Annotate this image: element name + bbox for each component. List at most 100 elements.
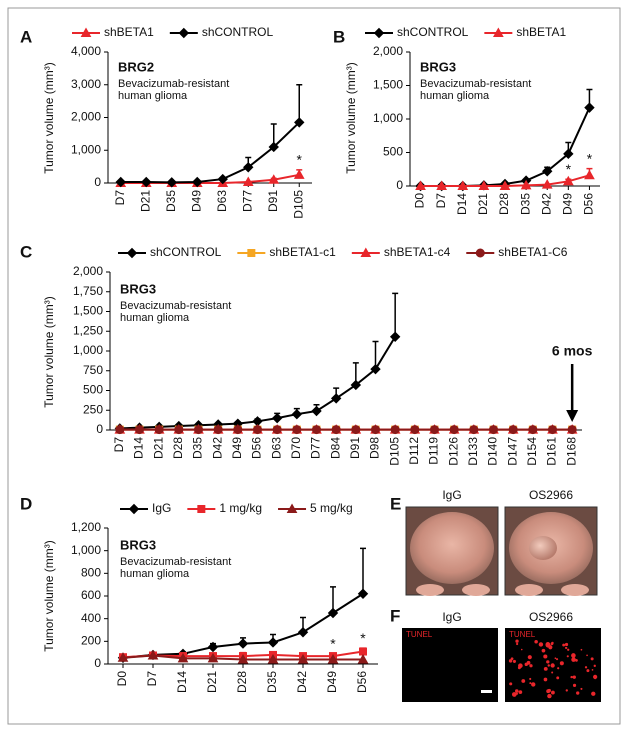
data-point: [584, 169, 595, 180]
tunel-dot: [570, 675, 573, 679]
tunel-dot: [543, 654, 548, 659]
tunel-dot: [586, 669, 590, 673]
data-point: [584, 102, 595, 113]
x-tick-label: D35: [164, 190, 178, 212]
error-bar: [392, 292, 399, 337]
legend-label: shCONTROL: [397, 25, 469, 39]
tunel-dot: [520, 648, 523, 651]
legend-label: 5 mg/kg: [310, 501, 353, 515]
x-tick-label: D147: [505, 437, 519, 466]
panel-letter: E: [390, 494, 401, 513]
y-tick-label: 1,200: [71, 520, 101, 534]
data-point: [271, 412, 283, 424]
y-tick-label: 1,000: [71, 543, 101, 557]
x-tick-label: D77: [240, 190, 254, 212]
y-tick-label: 2,000: [71, 110, 101, 124]
scale-bar: [481, 690, 492, 693]
data-point: [415, 180, 426, 190]
legend-label: shBETA1: [516, 25, 566, 39]
x-tick-label: D56: [250, 437, 264, 459]
legend-marker: [247, 249, 256, 257]
significance-mark: *: [587, 150, 593, 166]
x-tick-label: D7: [112, 437, 126, 453]
data-point: [410, 425, 420, 435]
legend-marker: [286, 503, 298, 513]
cell-line: BRG3: [420, 59, 456, 74]
x-tick-label: D91: [348, 437, 362, 459]
data-point: [389, 331, 401, 342]
x-tick-label: D42: [295, 671, 309, 693]
x-tick-label: D0: [413, 193, 427, 209]
data-point: [542, 166, 553, 177]
tunel-dot: [564, 646, 568, 650]
x-tick-label: D154: [525, 437, 539, 466]
data-point: [253, 425, 262, 435]
y-axis-label: Tumor volume (mm³): [42, 62, 56, 174]
x-tick-label: D35: [518, 193, 532, 215]
y-tick-label: 0: [96, 422, 103, 436]
data-point: [327, 653, 339, 664]
mouse-photo: [504, 506, 598, 596]
tunel-dot: [543, 666, 548, 671]
tunel-dot: [529, 677, 532, 681]
significance-mark: *: [297, 152, 303, 168]
data-point: [508, 425, 518, 435]
arrow-label: 6 mos: [552, 343, 593, 359]
x-tick-label: D56: [355, 671, 369, 693]
x-tick-label: D0: [115, 671, 129, 687]
data-point: [562, 175, 574, 186]
legend-marker: [128, 503, 140, 515]
y-tick-label: 1,000: [71, 142, 101, 156]
data-point: [117, 652, 129, 662]
data-point: [351, 425, 361, 435]
data-point: [135, 425, 144, 435]
tunel-dot: [508, 659, 513, 663]
x-tick-label: D77: [309, 437, 323, 459]
data-point: [174, 425, 184, 435]
panel-letter: A: [20, 27, 32, 46]
y-tick-label: 0: [396, 178, 403, 192]
data-point: [541, 179, 553, 189]
data-point: [449, 425, 459, 435]
data-point: [520, 179, 532, 190]
x-tick-label: D63: [215, 190, 229, 212]
y-tick-label: 600: [81, 588, 101, 602]
y-tick-label: 2,000: [373, 44, 403, 58]
legend-marker: [126, 247, 138, 259]
stain-label: TUNEL: [509, 630, 536, 639]
x-tick-label: D105: [291, 190, 305, 219]
error-bar: [360, 547, 366, 594]
data-point: [478, 180, 490, 190]
data-point: [267, 653, 279, 664]
x-tick-label: D21: [151, 437, 165, 459]
x-tick-label: D126: [446, 437, 460, 466]
x-tick-label: D28: [235, 671, 249, 693]
legend-marker: [80, 27, 92, 37]
tunel-dot: [557, 667, 560, 670]
tunel-dot: [526, 660, 531, 665]
data-point: [312, 425, 321, 435]
x-tick-label: D21: [476, 193, 490, 215]
x-tick-label: D49: [189, 190, 203, 212]
x-tick-label: D7: [145, 671, 159, 687]
legend-label: shBETA1-c1: [269, 245, 336, 259]
tunel-dot: [551, 671, 554, 674]
tunel-dot: [590, 657, 594, 661]
cell-line: BRG3: [120, 537, 156, 552]
annotation: human glioma: [120, 312, 190, 324]
annotation: Bevacizumab-resistant: [420, 78, 531, 90]
tunel-dot: [591, 668, 594, 671]
x-tick-label: D161: [545, 437, 559, 466]
tunel-image: [402, 628, 498, 702]
tunel-dot: [545, 642, 551, 647]
data-point: [563, 148, 574, 160]
tunel-dot: [550, 663, 555, 668]
data-point: [327, 607, 339, 619]
tunel-dot: [550, 642, 554, 646]
tunel-dot: [586, 654, 588, 657]
x-tick-label: D49: [325, 671, 339, 693]
data-point: [147, 649, 159, 660]
data-point: [233, 425, 243, 435]
tunel-dot: [564, 642, 569, 647]
tunel-dot: [512, 659, 516, 663]
